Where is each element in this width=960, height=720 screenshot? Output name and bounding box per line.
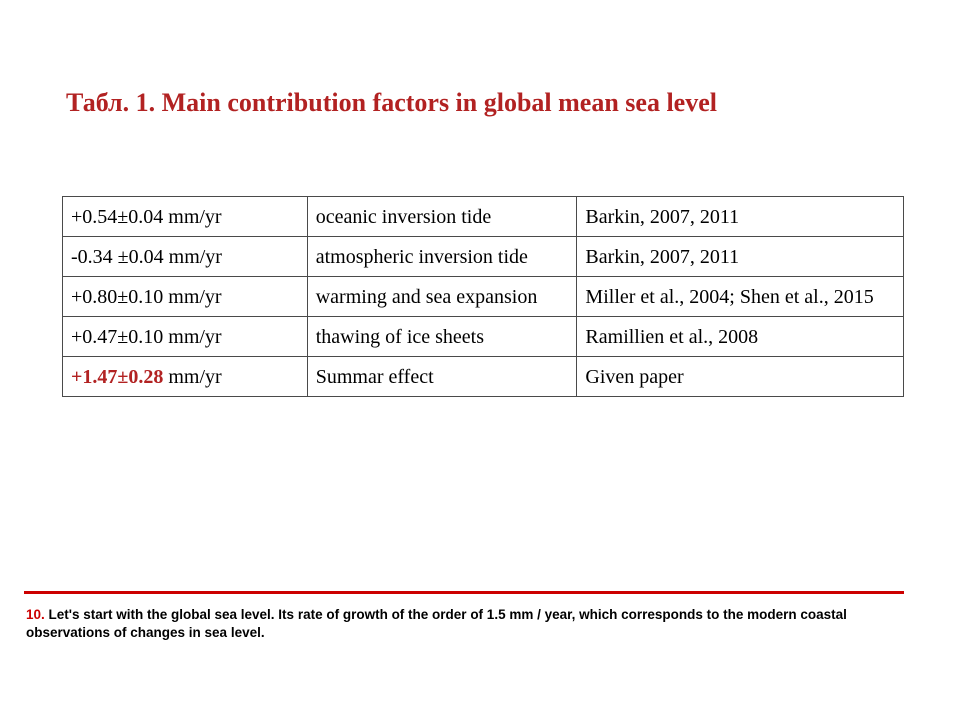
- factor-cell: oceanic inversion tide: [306, 196, 578, 237]
- footer-divider: [24, 591, 904, 594]
- factor-cell: Summar effect: [306, 356, 578, 397]
- source-cell: Barkin, 2007, 2011: [576, 196, 904, 237]
- source-cell: Given paper: [576, 356, 904, 397]
- rate-cell: -0.34 ±0.04 mm/yr: [62, 236, 308, 277]
- table-row: +0.47±0.10 mm/yr thawing of ice sheets R…: [62, 316, 904, 357]
- table-row-total: +1.47±0.28 mm/yr Summar effect Given pap…: [62, 356, 904, 397]
- slide-title: Табл. 1. Main contribution factors in gl…: [66, 88, 717, 117]
- factor-cell: thawing of ice sheets: [306, 316, 578, 357]
- note-number: 10.: [26, 607, 45, 622]
- note-text: Let's start with the global sea level. I…: [26, 607, 847, 641]
- source-cell: Ramillien et al., 2008: [576, 316, 904, 357]
- source-cell: Barkin, 2007, 2011: [576, 236, 904, 277]
- rate-cell: +0.47±0.10 mm/yr: [62, 316, 308, 357]
- rate-cell: +1.47±0.28 mm/yr: [62, 356, 308, 397]
- total-rate-unit: mm/yr: [163, 366, 222, 388]
- sea-level-contributions-table: +0.54±0.04 mm/yr oceanic inversion tide …: [62, 196, 904, 397]
- table-row: +0.54±0.04 mm/yr oceanic inversion tide …: [62, 196, 904, 237]
- rate-cell: +0.54±0.04 mm/yr: [62, 196, 308, 237]
- speaker-note: 10. Let's start with the global sea leve…: [26, 606, 916, 643]
- source-cell: Miller et al., 2004; Shen et al., 2015: [576, 276, 904, 317]
- rate-cell: +0.80±0.10 mm/yr: [62, 276, 308, 317]
- factor-cell: atmospheric inversion tide: [306, 236, 578, 277]
- total-rate-value: +1.47±0.28: [71, 366, 164, 388]
- factor-cell: warming and sea expansion: [306, 276, 578, 317]
- table-row: +0.80±0.10 mm/yr warming and sea expansi…: [62, 276, 904, 317]
- table-row: -0.34 ±0.04 mm/yr atmospheric inversion …: [62, 236, 904, 277]
